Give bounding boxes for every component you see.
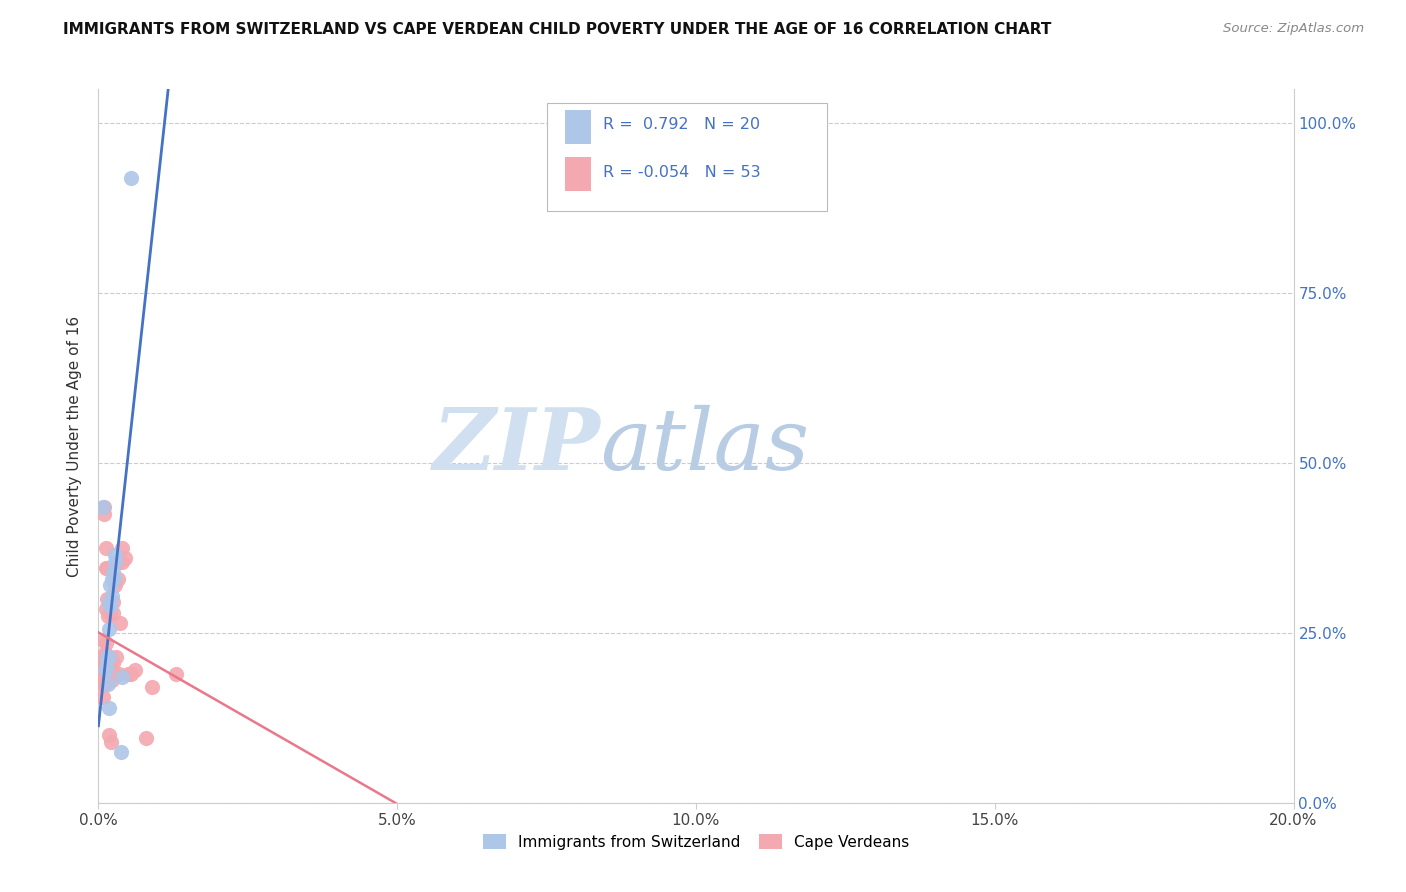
Point [111,670,134,684]
Point [98,649,121,664]
Point [101,673,124,688]
Point [91,670,114,684]
Text: Source: ZipAtlas.com: Source: ZipAtlas.com [1223,22,1364,36]
Point [96,636,118,650]
Point [96,591,118,606]
Point [141,680,163,694]
Point [100,734,122,748]
Point [111,555,134,569]
Point [96,660,118,674]
Point [103,657,125,671]
Point [90,657,112,671]
Point [124,663,146,677]
Point [98,599,122,613]
FancyBboxPatch shape [565,157,591,191]
Point [98,595,121,609]
Point [94,677,117,691]
Text: ZIP: ZIP [433,404,600,488]
Point [114,551,136,566]
Point [96,657,118,671]
Point [135,731,157,746]
Point [97,608,120,623]
Point [101,572,124,586]
Point [107,555,129,569]
Point [93,649,115,664]
Point [98,606,122,620]
Point [108,615,131,630]
Point [98,663,121,677]
Point [94,646,117,660]
Point [93,507,115,521]
FancyBboxPatch shape [547,103,827,211]
Point [120,170,142,185]
Point [103,606,125,620]
Point [91,500,114,515]
Point [91,690,114,705]
Point [101,595,124,609]
Point [93,657,115,671]
Point [103,548,125,562]
Point [165,666,187,681]
Point [96,657,118,671]
Point [103,666,125,681]
Point [111,541,134,555]
FancyBboxPatch shape [565,110,591,145]
Point [97,677,120,691]
Point [104,666,127,681]
Point [117,666,139,681]
Point [93,500,115,515]
Text: R =  0.792   N = 20: R = 0.792 N = 20 [603,117,759,132]
Legend: Immigrants from Switzerland, Cape Verdeans: Immigrants from Switzerland, Cape Verdea… [477,828,915,855]
Point [108,666,131,681]
Point [96,663,118,677]
Point [110,745,132,759]
Point [98,700,121,714]
Point [93,666,115,681]
Point [98,578,122,592]
Text: R = -0.054   N = 53: R = -0.054 N = 53 [603,165,761,180]
Point [97,649,120,664]
Point [100,589,122,603]
Point [94,660,117,674]
Point [105,649,128,664]
Point [96,561,118,575]
Y-axis label: Child Poverty Under the Age of 16: Child Poverty Under the Age of 16 [67,316,83,576]
Point [91,677,114,691]
Point [96,541,118,555]
Point [103,565,125,579]
Point [98,663,121,677]
Point [91,632,114,647]
Point [91,649,114,664]
Text: atlas: atlas [600,405,810,487]
Point [103,572,125,586]
Point [98,623,121,637]
Point [96,663,118,677]
Point [104,555,127,569]
Point [94,602,117,616]
Point [94,561,117,575]
Point [96,649,118,664]
Text: IMMIGRANTS FROM SWITZERLAND VS CAPE VERDEAN CHILD POVERTY UNDER THE AGE OF 16 CO: IMMIGRANTS FROM SWITZERLAND VS CAPE VERD… [63,22,1052,37]
Point [100,663,122,677]
Point [104,578,127,592]
Point [107,572,129,586]
Point [97,663,120,677]
Point [120,666,142,681]
Point [97,728,120,742]
